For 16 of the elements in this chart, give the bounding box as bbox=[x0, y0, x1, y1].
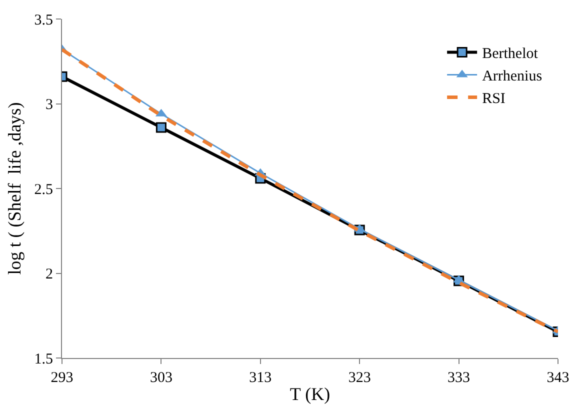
x-tick-label: 323 bbox=[348, 370, 371, 386]
y-tick-label: 2.5 bbox=[34, 182, 53, 198]
legend-label: Berthelot bbox=[482, 46, 539, 62]
x-tick-label: 293 bbox=[50, 370, 74, 386]
x-tick-label: 333 bbox=[448, 370, 470, 386]
x-axis-title: T (K) bbox=[290, 384, 330, 404]
legend-label: RSI bbox=[482, 91, 506, 108]
x-tick-label: 313 bbox=[249, 370, 272, 386]
y-tick-label: 1.5 bbox=[34, 351, 53, 368]
x-tick-label: 343 bbox=[546, 370, 570, 386]
y-tick-label: 3.5 bbox=[34, 12, 53, 28]
y-tick-label: 2 bbox=[46, 266, 53, 282]
y-tick-label: 3 bbox=[46, 97, 53, 113]
legend-label: Arrhenius bbox=[482, 68, 542, 85]
y-axis-title: log t ( (Shelf life ,days) bbox=[4, 102, 24, 275]
x-tick-label: 303 bbox=[150, 370, 172, 386]
